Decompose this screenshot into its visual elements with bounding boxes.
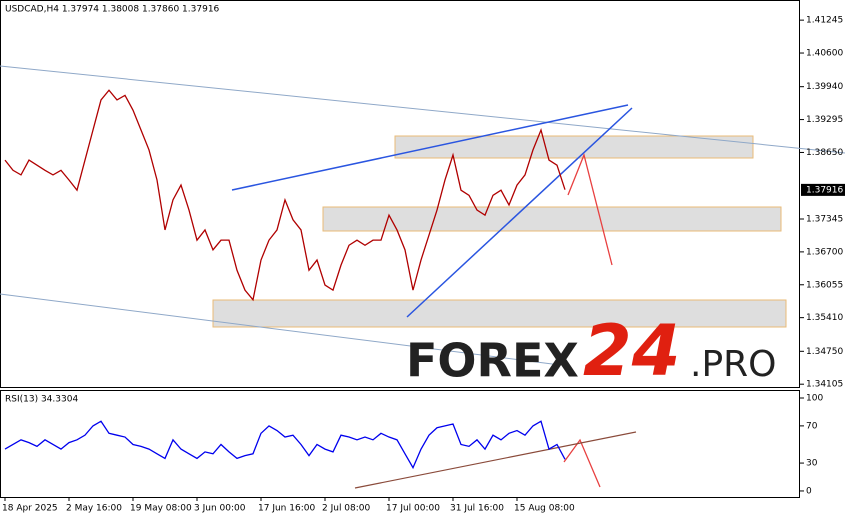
data-line [4,420,566,470]
x-tick-label: 2 May 16:00 [66,504,122,514]
forecast-arrow [567,152,613,266]
y-tick-label: 1.38650 [806,148,843,158]
y-tick-label: 0 [806,486,812,496]
forecast-arrow [563,438,601,488]
price-marker [801,183,845,196]
x-tick-label: 15 Aug 08:00 [514,504,575,514]
x-tick-label: 17 Jul 00:00 [386,504,440,514]
data-line [4,89,566,302]
y-tick-label: 30 [806,459,818,469]
x-tick-label: 19 May 08:00 [130,504,192,514]
trend-line [406,107,633,318]
y-tick-label: 100 [806,393,823,403]
price-frame [0,0,800,388]
zone [212,299,787,328]
y-tick-label: 70 [806,421,818,431]
y-tick-label: 1.36700 [806,247,843,257]
y-tick-label: 1.35410 [806,313,843,323]
logo-text: FOREX [406,334,579,388]
overlays [0,65,845,489]
zone [322,206,782,232]
logo-number: 24 [583,310,680,392]
y-tick-label: 1.41245 [806,16,843,26]
zone [394,135,754,159]
rsi-title: RSI(13) 34.3304 [5,395,78,405]
y-tick-label: 1.36055 [806,280,843,290]
price-marker-label: 1.37916 [806,185,843,195]
rsi-frame [0,390,800,498]
y-tick-label: 1.34750 [806,347,843,357]
trend-line [231,104,629,191]
y-tick-label: 1.34105 [806,380,843,390]
x-tick-label: 17 Jun 16:00 [258,504,315,514]
y-tick-label: 1.39940 [806,82,843,92]
chart-title: USDCAD,H4 1.37974 1.38008 1.37860 1.3791… [5,5,220,15]
x-tick-label: 18 Apr 2025 [2,504,58,514]
y-tick-label: 1.39295 [806,115,843,125]
y-tick-label: 1.40600 [806,49,843,59]
channel-line [0,65,845,154]
x-tick-label: 31 Jul 16:00 [450,504,504,514]
x-tick-label: 3 Jun 00:00 [194,504,246,514]
y-tick-label: 1.37345 [806,214,843,224]
channel-line [0,293,561,366]
rsi-trend-line [354,431,637,489]
x-tick-label: 2 Jul 08:00 [322,504,371,514]
logo-suffix: .PRO [690,344,777,385]
